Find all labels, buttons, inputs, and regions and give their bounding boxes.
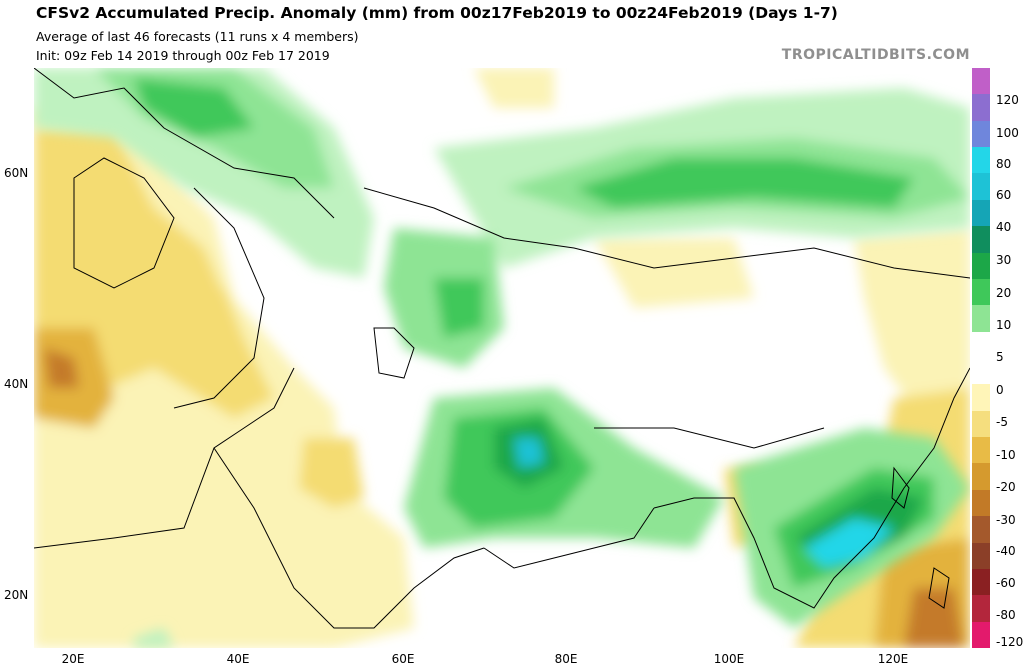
- colorbar-label: 40: [996, 220, 1012, 234]
- colorbar-segment: [972, 516, 990, 544]
- colorbar-segment: [972, 147, 990, 174]
- lon-label-100e: 100E: [713, 652, 745, 666]
- colorbar-segment: [972, 94, 990, 122]
- colorbar-label: 30: [996, 253, 1012, 267]
- brand-watermark: TROPICALTIDBITS.COM: [781, 47, 970, 63]
- lon-label-80e: 80E: [554, 652, 578, 666]
- colorbar-label: -20: [996, 480, 1016, 494]
- colorbar-label: -80: [996, 608, 1016, 622]
- colorbar-segment: [972, 226, 990, 254]
- lon-label-20e: 20E: [61, 652, 85, 666]
- colorbar-segment: [972, 542, 990, 570]
- colorbar-segment: [972, 199, 990, 227]
- colorbar-label: -40: [996, 544, 1016, 558]
- colorbar-label: -30: [996, 513, 1016, 527]
- colorbar-label: 80: [996, 157, 1012, 171]
- lon-label-60e: 60E: [391, 652, 415, 666]
- colorbar-segment: [972, 252, 990, 280]
- colorbar-segment: [972, 384, 990, 412]
- colorbar-segment: [972, 173, 990, 201]
- map-subtitle: Average of last 46 forecasts (11 runs x …: [36, 29, 359, 44]
- map-title: CFSv2 Accumulated Precip. Anomaly (mm) f…: [36, 4, 838, 22]
- colorbar-segment: [972, 410, 990, 438]
- colorbar-segment: [972, 595, 990, 623]
- colorbar-segment: [972, 120, 990, 148]
- colorbar-label: -10: [996, 448, 1016, 462]
- colorbar-segment: [972, 463, 990, 491]
- colorbar-segment: [972, 489, 990, 517]
- colorbar-segment: [972, 568, 990, 596]
- colorbar-segment: [972, 331, 990, 359]
- lon-label-40e: 40E: [226, 652, 250, 666]
- lat-label-40n: 40N: [4, 377, 29, 391]
- precip-anomaly-map: [34, 68, 970, 648]
- colorbar-label: 60: [996, 188, 1012, 202]
- colorbar-segment: [972, 305, 990, 333]
- lon-label-120e: 120E: [877, 652, 909, 666]
- colorbar-label: 100: [996, 126, 1019, 140]
- init-time: Init: 09z Feb 14 2019 through 00z Feb 17…: [36, 48, 330, 63]
- colorbar-segment: [972, 621, 990, 649]
- colorbar-segment: [972, 278, 990, 306]
- colorbar-label: 0: [996, 383, 1004, 397]
- colorbar-label: 120: [996, 93, 1019, 107]
- colorbar-label: 10: [996, 318, 1012, 332]
- colorbar-label: -60: [996, 576, 1016, 590]
- lat-label-60n: 60N: [4, 166, 29, 180]
- lat-label-20n: 20N: [4, 588, 29, 602]
- colorbar-label: 5: [996, 350, 1004, 364]
- colorbar-label: 20: [996, 286, 1012, 300]
- colorbar-segment: [972, 358, 990, 385]
- colorbar-segment: [972, 437, 990, 464]
- wet-anomaly-areas: [34, 68, 970, 648]
- colorbar-segment: [972, 68, 990, 95]
- colorbar-label: -120: [996, 635, 1024, 649]
- colorbar: [972, 68, 990, 649]
- coastlines: [34, 68, 970, 629]
- colorbar-label: -5: [996, 415, 1008, 429]
